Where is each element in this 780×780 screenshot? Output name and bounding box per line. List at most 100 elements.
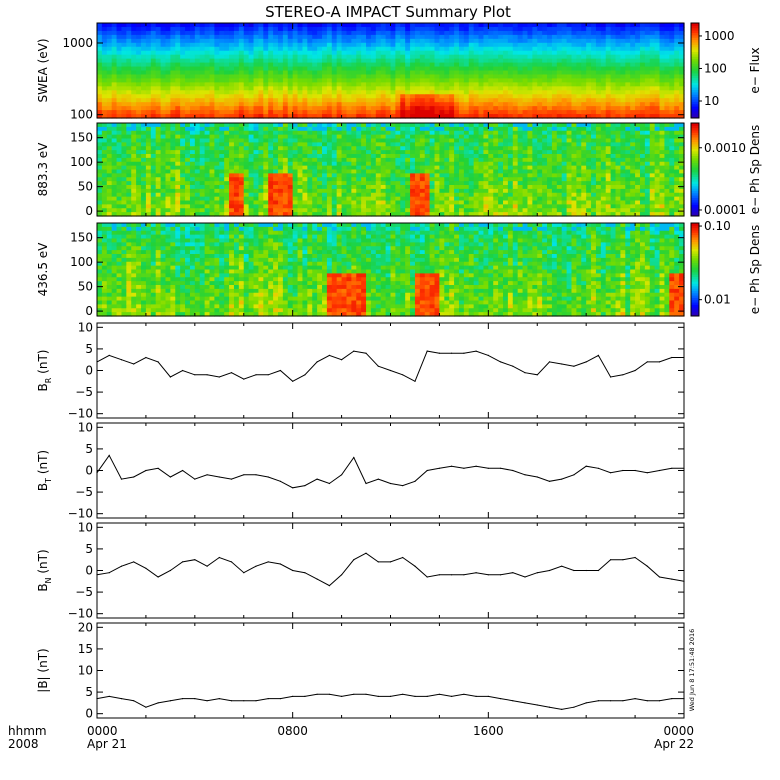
spectrogram-cell — [537, 62, 543, 68]
spectrogram-cell — [141, 154, 147, 159]
spectrogram-cell — [229, 188, 235, 194]
spectrogram-cell — [488, 98, 494, 103]
spectrogram-cell — [551, 30, 558, 36]
spectrogram-cell — [326, 204, 333, 209]
spectrogram-cell — [366, 130, 372, 136]
spectrogram-cell — [199, 138, 206, 143]
spectrogram-cell — [287, 86, 294, 91]
spectrogram-cell — [493, 169, 499, 174]
spectrogram-cell — [395, 181, 401, 186]
spectrogram-cell — [331, 26, 338, 32]
spectrogram-cell — [551, 110, 558, 115]
spectrogram-cell — [175, 123, 181, 128]
spectrogram-cell — [380, 134, 387, 140]
spectrogram-cell — [219, 200, 225, 205]
spectrogram-cell — [97, 30, 103, 36]
spectrogram-cell — [507, 114, 514, 119]
spectrogram-cell — [576, 34, 582, 40]
spectrogram-cell — [405, 90, 411, 95]
spectrogram-cell — [175, 58, 181, 64]
spectrogram-cell — [390, 212, 396, 217]
spectrogram-cell — [229, 169, 235, 174]
spectrogram-cell — [199, 181, 206, 186]
spectrogram-cell — [659, 98, 666, 103]
spectrogram-cell — [282, 157, 289, 163]
spectrogram-cell — [224, 70, 230, 76]
spectrogram-cell — [189, 46, 196, 52]
spectrogram-cell — [229, 126, 235, 132]
spectrogram-cell — [214, 86, 220, 91]
spectrogram-cell — [630, 114, 636, 119]
spectrogram-cell — [625, 54, 631, 60]
spectrogram-cell — [547, 46, 553, 52]
spectrogram-cell — [150, 161, 157, 167]
spectrogram-cell — [414, 181, 421, 186]
spectrogram-cell — [317, 54, 323, 60]
spectrogram-cell — [410, 138, 416, 143]
spectrogram-cell — [356, 130, 362, 136]
spectrogram-cell — [326, 54, 333, 60]
spectrogram-cell — [297, 192, 304, 198]
spectrogram-cell — [581, 54, 587, 60]
spectrogram-cell — [292, 70, 299, 76]
spectrogram-cell — [199, 30, 206, 36]
spectrogram-cell — [326, 34, 333, 40]
spectrogram-cell — [488, 157, 494, 163]
spectrogram-cell — [336, 26, 343, 32]
spectrogram-cell — [160, 38, 167, 44]
spectrogram-cell — [253, 134, 260, 140]
spectrogram-cell — [194, 62, 201, 68]
spectrogram-cell — [302, 26, 308, 32]
spectrogram-cell — [155, 192, 162, 198]
spectrogram-cell — [165, 157, 171, 163]
spectrogram-cell — [253, 86, 260, 91]
spectrogram-cell — [331, 98, 338, 103]
spectrogram-cell — [434, 204, 441, 209]
spectrogram-cell — [101, 161, 108, 167]
spectrogram-cell — [458, 134, 465, 140]
spectrogram-cell — [238, 134, 245, 140]
spectrogram-cell — [253, 138, 260, 143]
spectrogram-cell — [302, 165, 308, 171]
spectrogram-cell — [155, 123, 162, 128]
spectrogram-cell — [654, 82, 661, 87]
spectrogram-cell — [209, 50, 215, 56]
spectrogram-cell — [116, 110, 123, 115]
spectrogram-cell — [600, 114, 607, 119]
spectrogram-cell — [302, 169, 308, 174]
spectrogram-cell — [410, 196, 416, 202]
spectrogram-cell — [160, 161, 167, 167]
spectrogram-cell — [439, 90, 445, 95]
spectrogram-cell — [150, 192, 157, 198]
spectrogram-cell — [116, 188, 123, 194]
spectrogram-cell — [556, 82, 563, 87]
spectrogram-cell — [214, 161, 220, 167]
spectrogram-cell — [429, 165, 436, 171]
spectrogram-cell — [537, 106, 543, 111]
spectrogram-cell — [351, 181, 357, 186]
spectrogram-cell — [307, 161, 313, 167]
spectrogram-cell — [287, 138, 294, 143]
spectrogram-cell — [463, 86, 470, 91]
spectrogram-cell — [297, 114, 304, 119]
spectrogram-cell — [145, 146, 152, 151]
spectrogram-cell — [473, 66, 480, 72]
spectrogram-cell — [498, 102, 504, 107]
spectrogram-cell — [463, 82, 470, 87]
spectrogram-cell — [268, 86, 274, 91]
spectrogram-cell — [410, 134, 416, 140]
spectrogram-cell — [175, 161, 181, 167]
spectrogram-cell — [507, 86, 514, 91]
spectrogram-cell — [160, 181, 167, 186]
spectrogram-cell — [361, 173, 367, 178]
spectrogram-cell — [537, 42, 543, 48]
spectrogram-cell — [654, 26, 661, 32]
spectrogram-cell — [302, 46, 308, 52]
spectrogram-cell — [375, 150, 382, 155]
spectrogram-cell — [488, 200, 494, 205]
spectrogram-cell — [478, 86, 485, 91]
spectrogram-cell — [522, 102, 529, 107]
spectrogram-cell — [483, 126, 489, 132]
spectrogram-cell — [507, 94, 514, 99]
spectrogram-cell — [581, 82, 587, 87]
